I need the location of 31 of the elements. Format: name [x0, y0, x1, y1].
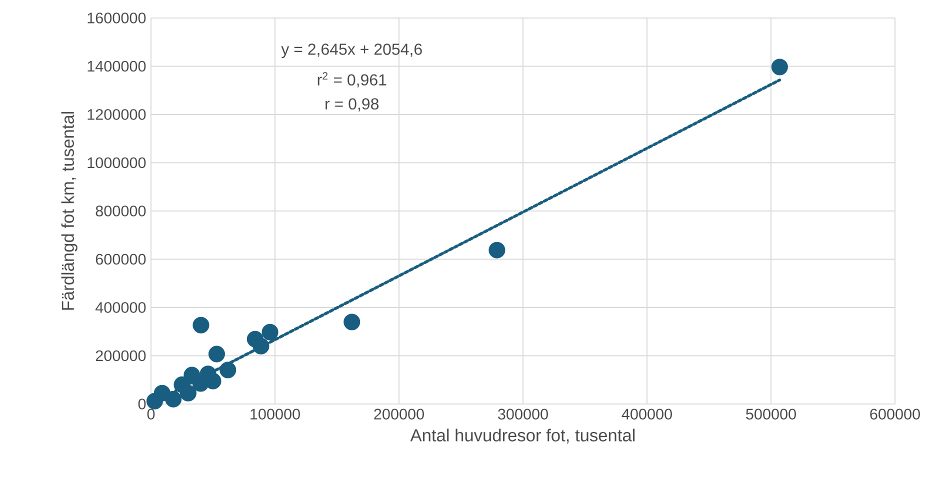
x-tick-label: 600000 — [870, 408, 920, 420]
point — [252, 338, 270, 354]
y-tick-label: 0 — [138, 398, 146, 410]
y-tick-label: 1000000 — [88, 157, 146, 168]
point — [192, 316, 210, 334]
y-tick-label: 1600000 — [88, 12, 146, 24]
x-tick-label: 100000 — [250, 408, 300, 420]
point — [262, 324, 278, 340]
y-tick-label: 600000 — [96, 254, 146, 265]
x-tick-label: 300000 — [498, 408, 548, 420]
point — [208, 346, 225, 362]
x-tick-label: 400000 — [622, 408, 672, 420]
point — [488, 242, 506, 258]
point — [771, 58, 788, 76]
x-axis-title: Antal huvudresor fot, tusental — [410, 428, 635, 444]
point — [165, 390, 182, 408]
y-axis-title: Färdlängd fot km, tusental — [61, 112, 78, 310]
y-tick-label: 400000 — [95, 302, 146, 313]
point — [220, 362, 236, 378]
point — [180, 384, 196, 402]
point — [344, 314, 360, 330]
y-tick-label: 1400000 — [88, 60, 146, 72]
annotation: r$^{2}$ = 0,961 — [318, 72, 386, 88]
x-tick-label: 500000 — [746, 408, 796, 420]
y-tick-label: 1200000 — [88, 109, 146, 120]
y-tick-label: 800000 — [96, 206, 146, 216]
x-tick-label: 0 — [147, 408, 155, 420]
x-tick-label: 200000 — [374, 408, 424, 420]
annotation: y = 2,645x + 2054,6 — [281, 44, 422, 58]
annotation: r = 0,98 — [326, 98, 379, 112]
y-tick-label: 200000 — [96, 350, 146, 362]
